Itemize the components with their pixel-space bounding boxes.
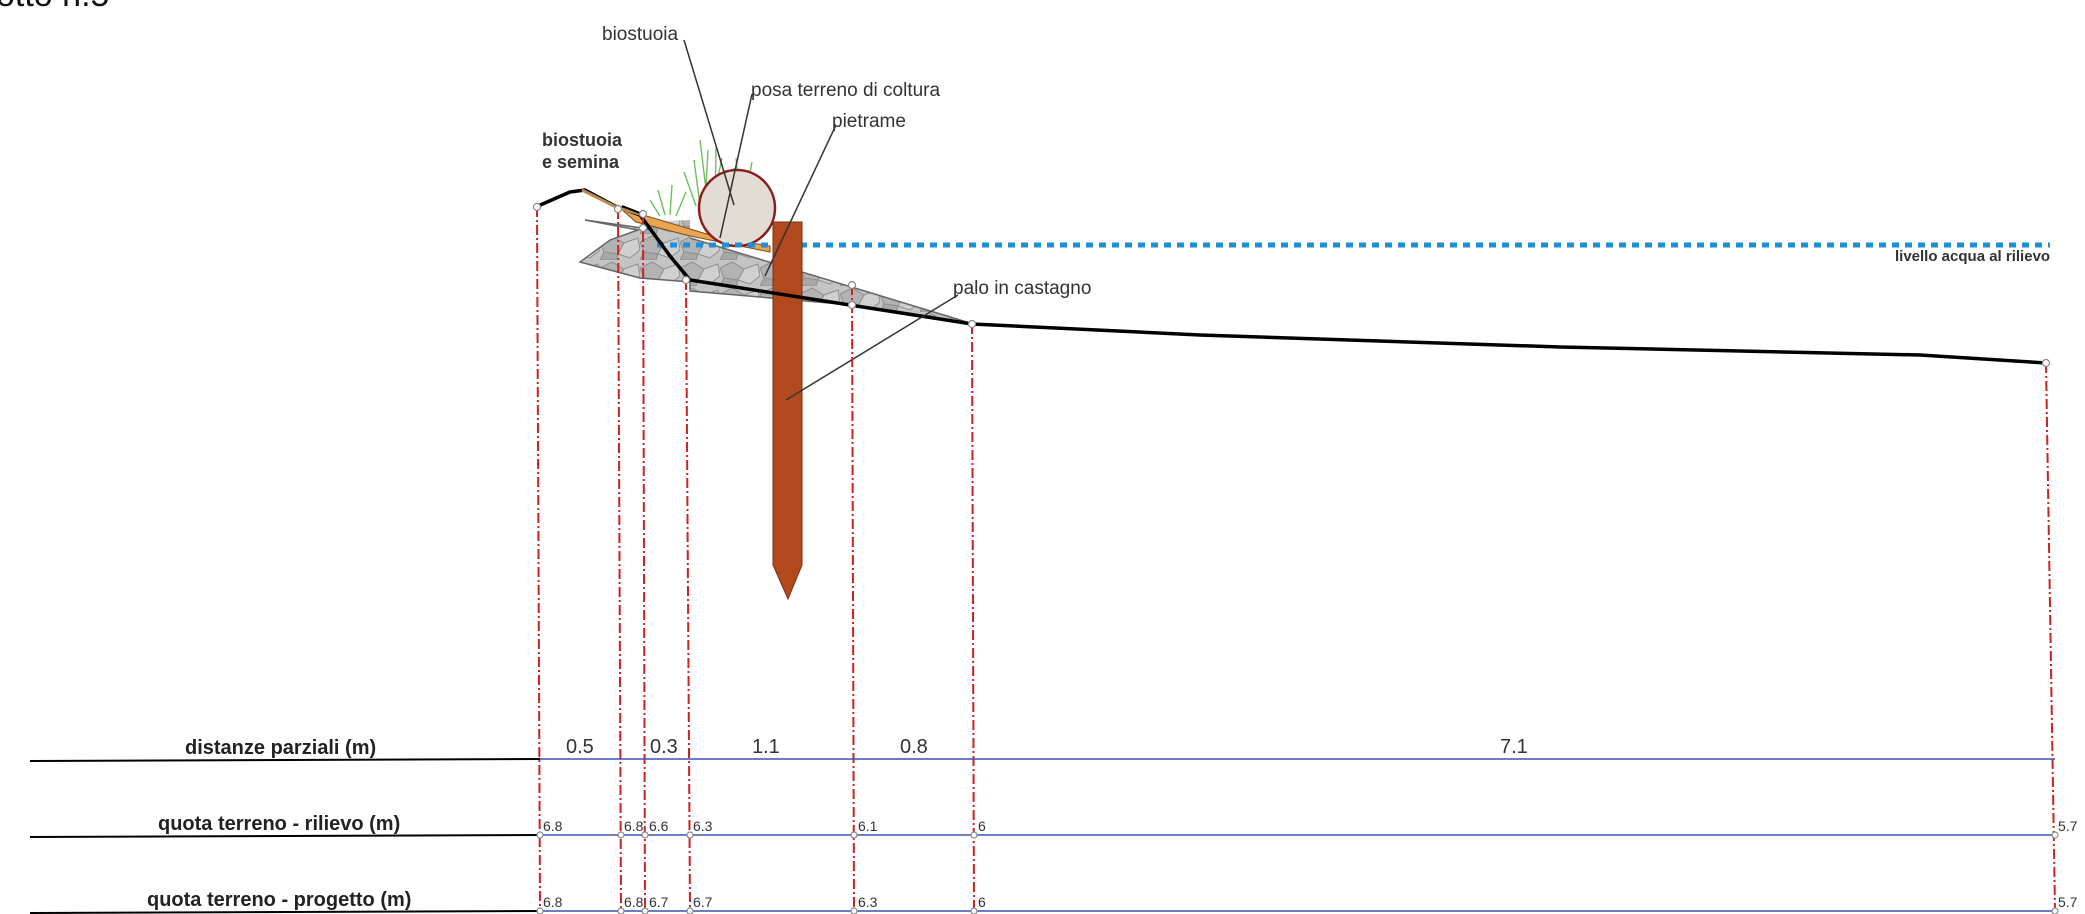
guide-lines <box>536 206 2056 911</box>
rilievo-value: 6.3 <box>693 818 713 834</box>
progetto-value: 6.3 <box>858 894 878 910</box>
table-points <box>536 831 2059 914</box>
distances-row: 0.5 0.3 1.1 0.8 7.1 <box>566 736 1528 758</box>
row-label-rilievo: quota terreno - rilievo (m) <box>158 813 400 835</box>
profile-points <box>532 202 2051 368</box>
distance-value: 0.3 <box>650 736 678 758</box>
label-biostuoia-semina-1: biostuoia <box>542 130 623 150</box>
progetto-value: 6 <box>978 894 986 910</box>
rilievo-value: 6.8 <box>543 818 563 834</box>
row-label-distanze: distanze parziali (m) <box>185 737 376 759</box>
rilievo-value: 6.1 <box>858 818 878 834</box>
rilievo-value: 6.8 <box>624 818 644 834</box>
rilievo-value: 5.7 <box>2058 818 2078 834</box>
progetto-value: 6.8 <box>624 894 644 910</box>
rilievo-value: 6.6 <box>649 818 669 834</box>
progetto-value: 6.8 <box>543 894 563 910</box>
upper-slope <box>621 205 641 214</box>
distance-value: 0.8 <box>900 736 928 758</box>
distance-value: 7.1 <box>1500 736 1528 758</box>
title-fragment: otto n.5 <box>0 0 109 14</box>
rilievo-row: 6.8 6.8 6.6 6.3 6.1 6 5.7 <box>543 818 2078 834</box>
label-biostuoia-semina-2: e semina <box>542 152 620 172</box>
rilievo-value: 6 <box>978 818 986 834</box>
fiber-roll <box>697 168 777 248</box>
progetto-row: 6.8 6.8 6.7 6.7 6.3 6 5.7 <box>543 894 2078 910</box>
label-livello-acqua: livello acqua al rilievo <box>1895 248 2050 265</box>
progetto-value: 5.7 <box>2058 894 2078 910</box>
distance-value: 1.1 <box>752 736 780 758</box>
leader-lines <box>683 39 959 401</box>
label-biostuoia: biostuoia <box>602 24 678 45</box>
label-pietrame: pietrame <box>832 111 906 132</box>
progetto-value: 6.7 <box>693 894 713 910</box>
table-row-lines <box>29 758 2055 914</box>
label-posa-terreno: posa terreno di coltura <box>751 80 940 101</box>
progetto-value: 6.7 <box>649 894 669 910</box>
distance-value: 0.5 <box>566 736 594 758</box>
label-palo: palo in castagno <box>953 278 1091 299</box>
chestnut-stake <box>772 221 803 601</box>
row-label-progetto: quota terreno - progetto (m) <box>147 889 411 911</box>
